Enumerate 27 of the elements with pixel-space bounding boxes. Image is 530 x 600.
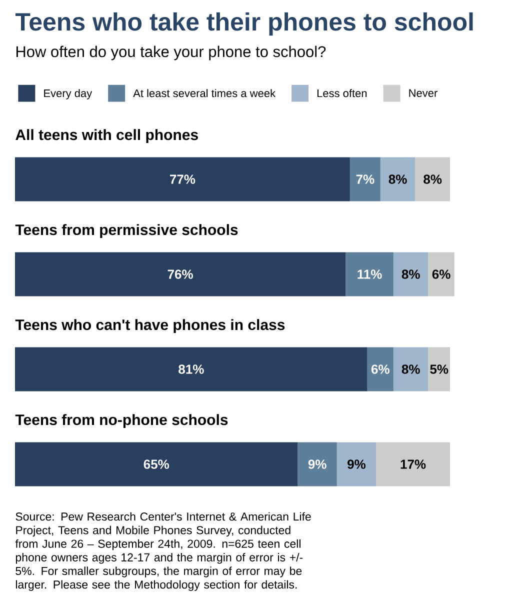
data-label: 65% bbox=[144, 460, 170, 469]
data-label: 5% bbox=[430, 364, 448, 374]
data-label: 8% bbox=[402, 364, 420, 374]
data-label: 8% bbox=[402, 270, 420, 279]
data-label: 77% bbox=[170, 174, 196, 184]
legend-label: Never bbox=[409, 89, 438, 97]
source-note: Source: Pew Research Center's Internet & American Life Project, Teens and Mobile Phones Survey, conducted from June 26 – September 24th, 2009. n=625 teen cell phone owners ages 12-17 and the margin of error is +/- 5%. For smaller subgroups, the margin of error may be larger. Please see the Methodology section for details. bbox=[15, 512, 311, 591]
y-tick-label: Teens who can't have phones in class bbox=[15, 319, 285, 334]
legend-label: Less often bbox=[317, 89, 367, 98]
data-label: 76% bbox=[168, 270, 193, 279]
y-tick-label: All teens with cell phones bbox=[16, 129, 198, 144]
legend-label: At least several times a week bbox=[133, 89, 276, 98]
data-label: 8% bbox=[424, 174, 442, 184]
data-label: 9% bbox=[308, 460, 326, 469]
legend-label: Every day bbox=[44, 89, 92, 100]
y-tick-label: Teens from no-phone schools bbox=[15, 414, 228, 428]
data-label: 6% bbox=[432, 270, 450, 279]
data-label: 17% bbox=[400, 460, 426, 469]
data-label: 7% bbox=[356, 174, 374, 184]
chart-subtitle: How often do you take your phone to school? bbox=[16, 46, 326, 60]
chart-title: Teens who take their phones to school bbox=[15, 12, 473, 36]
data-label: 6% bbox=[371, 364, 390, 374]
data-label: 81% bbox=[178, 364, 204, 374]
data-label: 9% bbox=[348, 460, 366, 469]
data-label: 8% bbox=[388, 174, 407, 184]
y-tick-label: Teens from permissive schools bbox=[15, 224, 238, 238]
data-label: 11% bbox=[358, 270, 382, 279]
